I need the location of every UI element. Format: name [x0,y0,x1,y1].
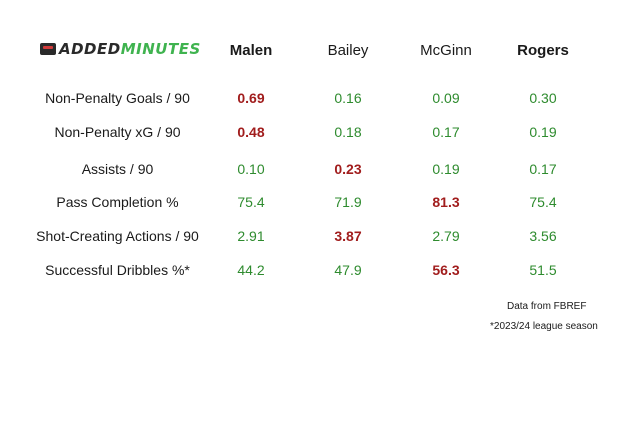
stat-value: 44.2 [237,262,265,278]
player-header-rogers: Rogers [517,42,569,59]
stat-label: Non-Penalty xG / 90 [54,124,181,140]
stat-label: Non-Penalty Goals / 90 [45,90,190,106]
stat-value: 75.4 [529,194,557,210]
stat-value: 81.3 [432,194,460,210]
stat-value: 2.79 [432,228,460,244]
player-header-malen: Malen [229,42,273,59]
stat-value: 0.18 [334,124,362,140]
stat-value: 0.17 [432,124,460,140]
brand-word-added: ADDED [59,40,121,58]
stat-value: 0.19 [432,161,460,177]
stat-label: Successful Dribbles %* [45,262,190,278]
stat-label: Pass Completion % [56,194,179,210]
stat-label: Shot-Creating Actions / 90 [36,228,199,244]
player-header-mcginn: McGinn [420,42,472,59]
stat-value: 51.5 [529,262,557,278]
season-note: *2023/24 league season [490,321,598,332]
stat-value: 0.10 [237,161,265,177]
stat-value: 3.56 [529,228,557,244]
stat-value: 0.69 [237,90,265,106]
stat-value: 56.3 [432,262,460,278]
brand-word-minutes: MINUTES [120,40,201,58]
stat-value: 0.23 [334,161,362,177]
player-header-bailey: Bailey [327,42,369,59]
stat-value: 0.30 [529,90,557,106]
data-source-note: Data from FBREF [507,301,587,312]
stat-value: 2.91 [237,228,265,244]
stat-value: 0.17 [529,161,557,177]
stat-value: 0.09 [432,90,460,106]
stat-value: 0.16 [334,90,362,106]
brand-logo: ADDEDMINUTES [40,40,201,58]
stat-value: 0.48 [237,124,265,140]
stat-value: 75.4 [237,194,265,210]
stat-value: 47.9 [334,262,362,278]
stat-value: 3.87 [334,228,362,244]
brand-wordmark: ADDEDMINUTES [59,40,201,58]
stat-value: 0.19 [529,124,557,140]
brand-mark-icon [40,43,56,55]
stat-value: 71.9 [334,194,362,210]
stat-label: Assists / 90 [81,161,154,177]
